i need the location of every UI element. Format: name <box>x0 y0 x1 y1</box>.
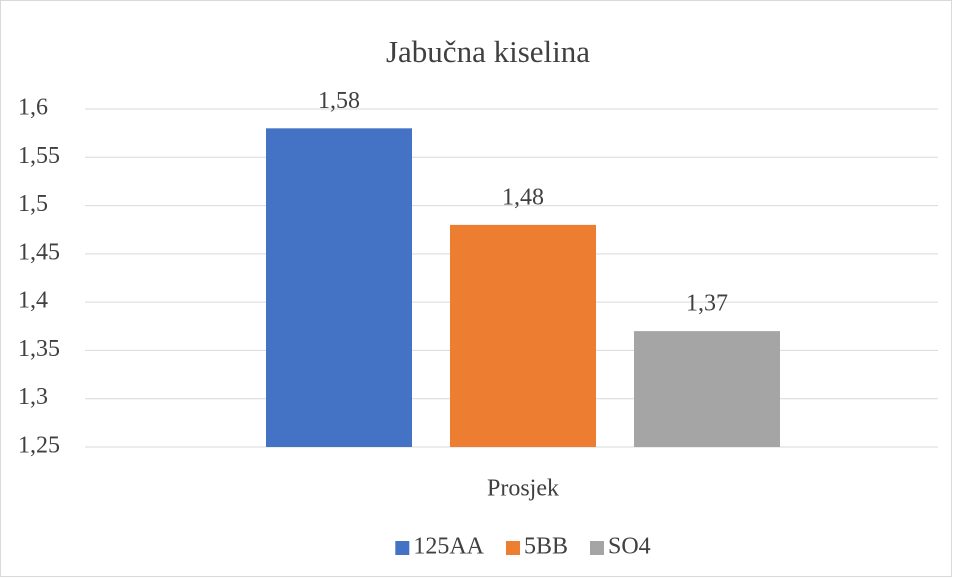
chart-title: Jabučna kiselina <box>386 34 590 69</box>
y-tick-label: 1,55 <box>18 143 60 169</box>
value-label: 1,48 <box>502 184 544 210</box>
y-tick-label: 1,35 <box>18 336 60 362</box>
y-tick-label: 1,25 <box>18 433 60 459</box>
legend-label: 5BB <box>524 534 568 560</box>
bar <box>450 224 596 447</box>
legend-label: SO4 <box>608 534 651 560</box>
legend-swatch <box>590 541 604 555</box>
legend-swatch <box>395 541 410 555</box>
bar <box>266 128 412 448</box>
legend-swatch <box>505 541 520 555</box>
value-label: 1,37 <box>686 291 728 317</box>
y-tick-label: 1,4 <box>18 288 48 314</box>
y-tick-label: 1,3 <box>18 384 48 410</box>
y-tick-label: 1,5 <box>18 191 48 217</box>
y-tick-label: 1,45 <box>18 239 60 265</box>
x-tick-label: Prosjek <box>487 476 559 502</box>
legend-label: 125AA <box>413 534 484 560</box>
y-tick-label: 1,6 <box>18 95 48 121</box>
bar <box>634 331 780 447</box>
value-label: 1,58 <box>318 88 360 114</box>
